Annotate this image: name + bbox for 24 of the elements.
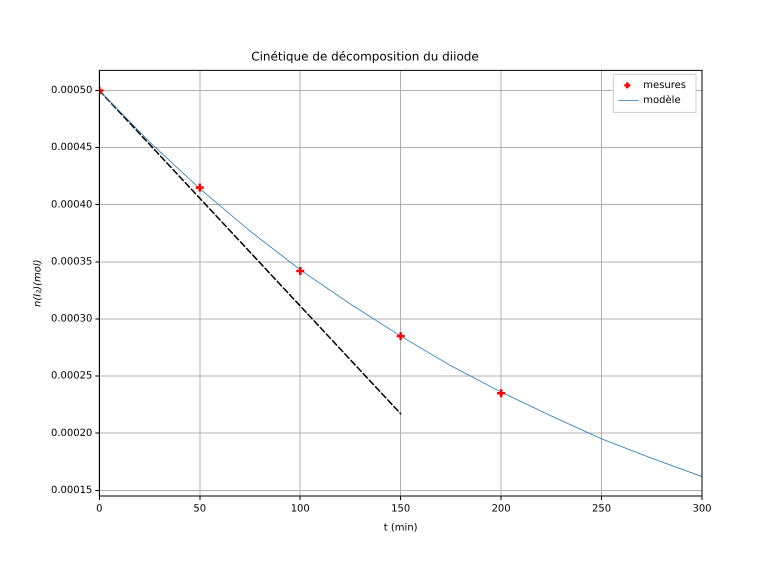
x-tick-label: 100 xyxy=(290,504,310,515)
y-tick-label: 0.00050 xyxy=(50,85,92,96)
x-tick-label: 250 xyxy=(592,504,612,515)
point xyxy=(395,330,406,342)
legend-label: modèle xyxy=(643,94,681,106)
y-tick-label: 0.00035 xyxy=(50,256,92,268)
x-tick-label: 200 xyxy=(492,504,511,515)
point xyxy=(294,266,306,276)
y-tick-label: 0.00040 xyxy=(50,199,92,210)
y-tick-label: 0.00015 xyxy=(50,484,92,496)
point xyxy=(496,388,506,398)
y-tick-label: 0.00030 xyxy=(50,314,92,325)
y-tick-label: 0.00020 xyxy=(50,428,92,439)
chart-title: Cinétique de décomposition du diiode xyxy=(251,49,479,64)
x-tick-label: 50 xyxy=(193,504,206,515)
y-tick-label: 0.00045 xyxy=(50,142,92,154)
legend-label: mesures xyxy=(643,80,686,91)
point xyxy=(194,182,206,193)
x-tick-label: 150 xyxy=(391,504,410,515)
y-axis-title: n(I₂)(mol) xyxy=(32,259,44,307)
y-tick-label: 0.00025 xyxy=(50,370,92,382)
x-axis-title: t (min) xyxy=(384,522,418,534)
x-tick-label: 0 xyxy=(96,504,103,515)
x-tick-label: 300 xyxy=(692,504,712,515)
